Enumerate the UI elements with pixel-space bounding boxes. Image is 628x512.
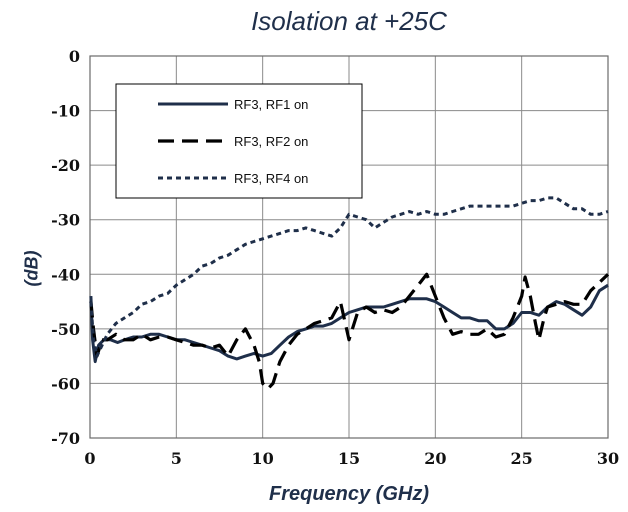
legend-label-3: RF3, RF4 on: [234, 171, 308, 186]
x-tick-label: 0: [84, 449, 95, 468]
x-tick-label: 30: [597, 449, 619, 468]
y-tick-label: -60: [51, 374, 80, 393]
legend-box: [115, 83, 363, 199]
chart-title: Isolation at +25C: [251, 6, 447, 36]
series-line-1: [89, 283, 609, 364]
y-tick-label: -70: [51, 429, 80, 448]
y-tick-label: -50: [51, 320, 80, 339]
x-tick-label: 25: [511, 449, 533, 468]
x-axis-label: Frequency (GHz): [268, 483, 430, 505]
x-tick-label: 15: [338, 449, 360, 468]
series-line-3: [89, 196, 609, 358]
series-lines: [89, 196, 610, 391]
series-line-2: [89, 272, 610, 391]
legend-label-1: RF3, RF1 on: [234, 97, 308, 112]
x-tick-label: 5: [171, 449, 182, 468]
y-tick-label: -10: [51, 102, 80, 121]
x-tick-label: 10: [252, 449, 274, 468]
legend-label-2: RF3, RF2 on: [234, 134, 308, 149]
y-tick-label: 0: [69, 47, 80, 66]
plot-frame: [89, 55, 609, 439]
legend: RF3, RF1 on RF3, RF2 on RF3, RF4 on: [115, 83, 363, 199]
tick-labels: 0 5 10 15 20 25 30 0 -10 -20 -30 -40 -50 -60 -70: [51, 47, 619, 468]
y-tick-label: -40: [51, 265, 80, 284]
x-tick-label: 20: [424, 449, 446, 468]
y-tick-label: -20: [51, 156, 80, 175]
y-tick-label: -30: [51, 211, 80, 230]
